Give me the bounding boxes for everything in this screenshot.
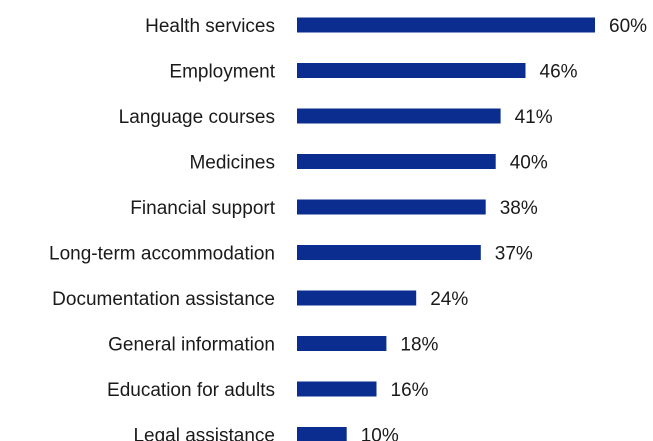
bar-2 [297, 108, 501, 124]
category-labels-group: Health services Employment Language course… [49, 16, 276, 441]
value-label-1: 46% [540, 62, 578, 83]
category-label-5: Long-term accommodation [49, 244, 275, 265]
bar-5 [297, 245, 481, 260]
category-label-1: Employment [169, 62, 275, 83]
category-label-6: Documentation assistance [52, 289, 275, 310]
category-label-4: Financial support [130, 198, 275, 219]
bar-9 [297, 427, 347, 441]
bar-6 [297, 290, 417, 306]
value-label-7: 18% [400, 335, 438, 356]
category-label-9: Legal assistance [133, 426, 275, 441]
value-label-9: 10% [361, 426, 399, 441]
category-label-2: Language courses [119, 107, 275, 128]
bar-4 [297, 199, 486, 215]
bar-3 [297, 154, 496, 169]
category-label-3: Medicines [189, 153, 275, 174]
value-label-5: 37% [495, 244, 533, 265]
bar-8 [297, 381, 377, 397]
category-label-0: Health services [145, 16, 275, 37]
value-label-3: 40% [510, 153, 548, 174]
category-label-8: Education for adults [107, 380, 275, 401]
value-label-4: 38% [500, 198, 538, 219]
value-label-2: 41% [515, 107, 553, 128]
bar-1 [297, 63, 526, 78]
value-label-8: 16% [391, 380, 429, 401]
bars-group [297, 17, 595, 441]
value-labels-group: 60% 46% 41% 40% 38% 37% 24% 18% 16% 10% [361, 16, 647, 441]
bar-7 [297, 336, 387, 351]
category-label-7: General information [108, 335, 275, 356]
value-label-0: 60% [609, 16, 647, 37]
bar-0 [297, 17, 595, 33]
value-label-6: 24% [430, 289, 468, 310]
